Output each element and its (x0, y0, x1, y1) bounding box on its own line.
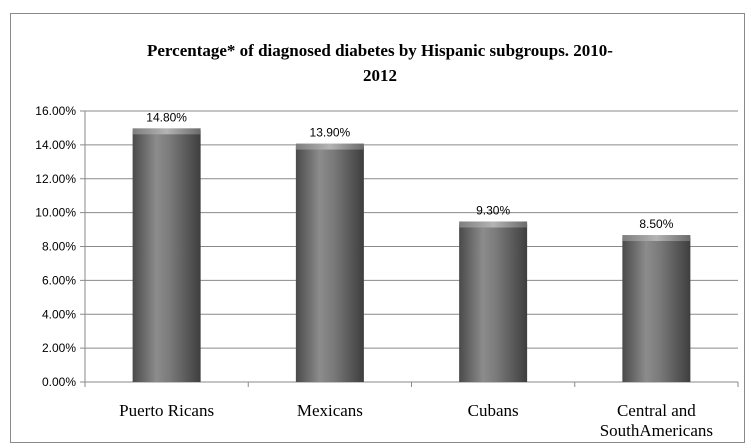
bar-cap (622, 235, 691, 242)
y-tick-label: 2.00% (42, 341, 76, 355)
y-tick-label: 16.00% (35, 104, 76, 118)
y-tick-label: 4.00% (42, 307, 76, 321)
bar-cap (459, 221, 528, 228)
y-tick-label: 0.00% (42, 375, 76, 389)
data-label: 9.30% (476, 203, 510, 217)
bar (459, 224, 528, 382)
bar (132, 131, 201, 382)
data-label: 14.80% (146, 110, 187, 124)
y-tick-label: 6.00% (42, 273, 76, 287)
labels: 0.00% 2.00% 4.00% 6.00% 8.00% 10.00% 12.00% 14.… (35, 104, 713, 440)
x-category-label: Cubans (468, 401, 519, 420)
chart-title-line-1: Percentage* of diagnosed diabetes by His… (147, 41, 613, 60)
x-category-label: Mexicans (297, 401, 363, 420)
x-category-label: SouthAmericans (600, 421, 713, 440)
y-tick-label: 12.00% (35, 172, 76, 186)
chart-title-line-2: 2012 (363, 66, 397, 85)
y-tick-label: 8.00% (42, 240, 76, 254)
x-category-label: Puerto Ricans (119, 401, 214, 420)
x-category-label: Central and (617, 401, 696, 420)
y-tick-label: 14.00% (35, 138, 76, 152)
data-label: 13.90% (310, 126, 351, 140)
chart-title: Percentage* of diagnosed diabetes by His… (70, 38, 690, 88)
bar (622, 238, 691, 382)
data-label: 8.50% (639, 217, 673, 231)
bar (295, 146, 364, 382)
bar-cap (295, 143, 364, 150)
y-tick-label: 10.00% (35, 206, 76, 220)
bar-cap (132, 128, 201, 135)
bars (132, 128, 691, 382)
